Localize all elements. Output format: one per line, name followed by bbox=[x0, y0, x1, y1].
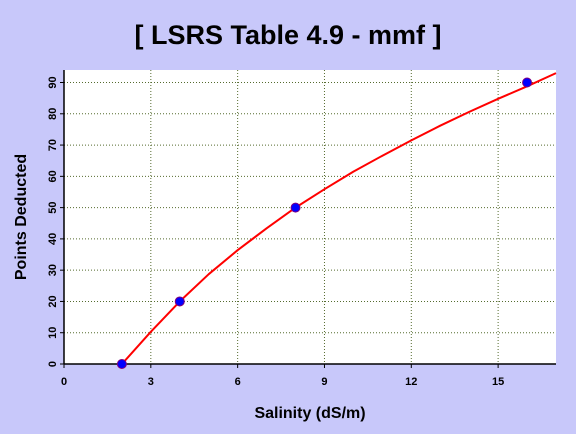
y-tick-label: 60 bbox=[47, 170, 59, 182]
y-tick-label: 0 bbox=[47, 361, 59, 367]
data-point bbox=[116, 359, 127, 369]
y-axis-label: Points Deducted bbox=[13, 154, 30, 280]
axes bbox=[60, 70, 556, 368]
x-tick-label: 9 bbox=[321, 376, 327, 388]
y-tick-label: 90 bbox=[47, 76, 59, 88]
y-tick-labels: 0 10 20 30 40 50 60 70 80 90 bbox=[47, 76, 59, 367]
fit-curve bbox=[121, 72, 557, 365]
y-tick-label: 70 bbox=[47, 139, 59, 151]
y-tick-label: 80 bbox=[47, 108, 59, 120]
data-point bbox=[174, 296, 185, 307]
y-tick-label: 20 bbox=[47, 295, 59, 307]
x-tick-label: 3 bbox=[148, 376, 154, 388]
y-tick-label: 40 bbox=[47, 233, 59, 245]
chart-title: [ LSRS Table 4.9 - mmf ] bbox=[134, 20, 441, 50]
grid-lines bbox=[64, 70, 556, 364]
x-tick-labels: 0 3 6 9 12 15 bbox=[61, 376, 504, 388]
x-tick-label: 0 bbox=[61, 376, 67, 388]
x-axis-label: Salinity (dS/m) bbox=[254, 405, 365, 422]
y-tick-label: 50 bbox=[47, 201, 59, 213]
data-point bbox=[522, 77, 533, 88]
plot-background bbox=[64, 70, 556, 364]
y-tick-label: 30 bbox=[47, 264, 59, 276]
data-point bbox=[290, 202, 301, 213]
x-tick-label: 15 bbox=[492, 376, 504, 388]
x-tick-label: 6 bbox=[235, 376, 241, 388]
fit-curve-layer bbox=[121, 72, 557, 365]
y-tick-label: 10 bbox=[47, 327, 59, 339]
x-tick-label: 12 bbox=[405, 376, 417, 388]
data-points bbox=[116, 77, 533, 369]
